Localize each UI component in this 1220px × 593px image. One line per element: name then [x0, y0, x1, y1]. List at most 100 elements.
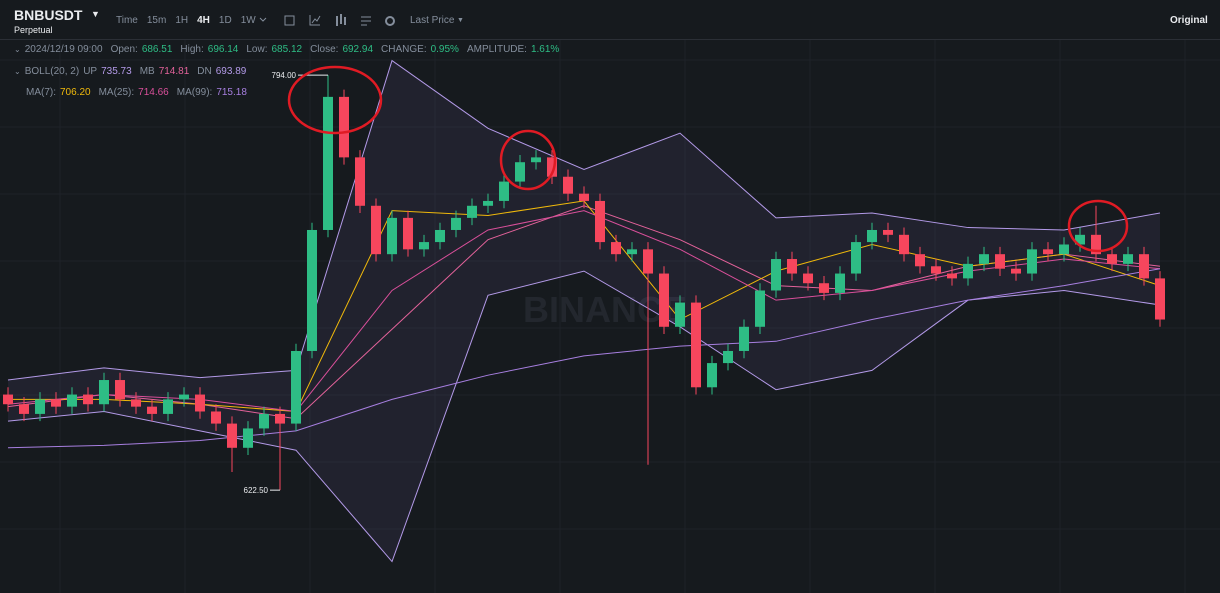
indicator-name: MB: [139, 66, 155, 77]
interval-tab[interactable]: 15m: [146, 15, 167, 26]
interval-tab[interactable]: 1W: [240, 15, 256, 26]
info-label: AMPLITUDE:: [466, 44, 527, 55]
highlight-circle: [1067, 199, 1129, 253]
candle-body: [419, 242, 429, 250]
candle-body: [1155, 278, 1165, 320]
candle-body: [915, 254, 925, 267]
ma-info: MA(7): 706.20 MA(25): 714.66 MA(99): 715.18: [26, 87, 251, 98]
candle-body: [483, 200, 493, 206]
candle-time: 2024/12/19 09:00: [24, 44, 103, 55]
candle-body: [995, 254, 1005, 269]
contract-type: Perpetual: [14, 25, 53, 35]
high-price-label: 794.00: [272, 71, 297, 80]
candle-body: [99, 380, 109, 405]
indicator-line: [7, 268, 1161, 449]
indicator-value: 735.73: [101, 66, 132, 77]
indicator-name: DN: [197, 66, 212, 77]
candle-body: [67, 394, 77, 407]
candle-body: [979, 254, 989, 264]
candle-body: [19, 404, 29, 414]
indicator-name: MA(99):: [176, 87, 213, 98]
candle-body: [851, 242, 861, 274]
indicator-value: 706.20: [60, 87, 91, 98]
candle-body: [323, 96, 333, 230]
info-value: 685.12: [271, 44, 303, 55]
indicator-value: 693.89: [215, 66, 247, 77]
candle-body: [83, 394, 93, 405]
candle-body: [227, 423, 237, 448]
candle-body: [883, 229, 893, 235]
price-type[interactable]: Last Price: [410, 15, 455, 26]
interval-tab[interactable]: Time: [116, 15, 138, 26]
price-type-caret[interactable]: ▼: [457, 17, 464, 24]
toolbar: BNBUSDT ▼ Perpetual Time 15m 1H 4H 1D 1W Last…: [0, 0, 1220, 40]
interval-tab[interactable]: 1H: [175, 15, 189, 26]
candle-body: [115, 380, 125, 400]
candle-body: [1059, 244, 1069, 255]
info-value: 1.61%: [530, 44, 560, 55]
info-value: 0.95%: [430, 44, 459, 55]
candle-body: [339, 96, 349, 158]
candle-body: [467, 205, 477, 218]
candle-body: [515, 162, 525, 182]
candle-body: [563, 176, 573, 194]
candle-body: [35, 399, 45, 414]
candle-body: [131, 399, 141, 407]
toolbar-icons: [259, 14, 395, 26]
indicator-name: UP: [83, 66, 98, 77]
indicator-name: MA(7):: [26, 87, 56, 98]
candle-body: [195, 394, 205, 412]
candle-body: [1091, 234, 1101, 255]
symbol[interactable]: BNBUSDT: [14, 7, 83, 23]
info-value: 686.51: [141, 44, 173, 55]
candle-body: [819, 283, 829, 293]
highlight-circle: [499, 129, 557, 191]
candle-body: [947, 273, 957, 279]
candle-body: [1107, 254, 1117, 264]
candle-body: [179, 394, 189, 400]
indicator-value: 714.66: [138, 87, 169, 98]
candle-body: [723, 350, 733, 364]
candle-body: [611, 242, 621, 255]
candle-body: [387, 217, 397, 255]
candle-body: [1075, 234, 1085, 245]
candle-body: [963, 263, 973, 279]
info-label: High:: [180, 44, 204, 55]
candle-body: [659, 273, 669, 327]
candle-body: [451, 217, 461, 230]
candle-body: [627, 249, 637, 255]
indicator-name: MA(25):: [98, 87, 135, 98]
view-original[interactable]: Original: [1170, 15, 1208, 26]
candle-body: [1043, 249, 1053, 255]
candle-body: [355, 157, 365, 206]
candle-body: [595, 200, 605, 243]
indicator-line: [7, 59, 1161, 381]
boll-label: BOLL(20, 2): [24, 66, 80, 77]
candle-body: [1027, 249, 1037, 274]
candle-body: [51, 399, 61, 407]
caret: ⌄: [14, 67, 21, 76]
candle-body: [307, 229, 317, 351]
info-label: CHANGE:: [381, 44, 427, 55]
interval-tabs: Time 15m 1H 4H 1D 1W: [116, 15, 256, 26]
candle-body: [435, 229, 445, 243]
candle-body: [739, 326, 749, 351]
info-label: Open:: [110, 44, 138, 55]
candle-body: [1139, 254, 1149, 279]
candle-body: [803, 273, 813, 284]
symbol-caret[interactable]: ▼: [91, 9, 100, 19]
interval-tab[interactable]: 1D: [218, 15, 232, 26]
interval-tab[interactable]: 4H: [197, 15, 210, 26]
info-label: Low:: [246, 44, 268, 55]
info-label: Close:: [310, 44, 339, 55]
candle-body: [547, 157, 557, 177]
info-value: 692.94: [342, 44, 374, 55]
candle-body: [899, 234, 909, 255]
candle-body: [643, 249, 653, 274]
highlight-circle: [287, 65, 383, 135]
band-fill: [8, 60, 1160, 562]
candle-body: [403, 217, 413, 250]
candle-body: [531, 157, 541, 163]
